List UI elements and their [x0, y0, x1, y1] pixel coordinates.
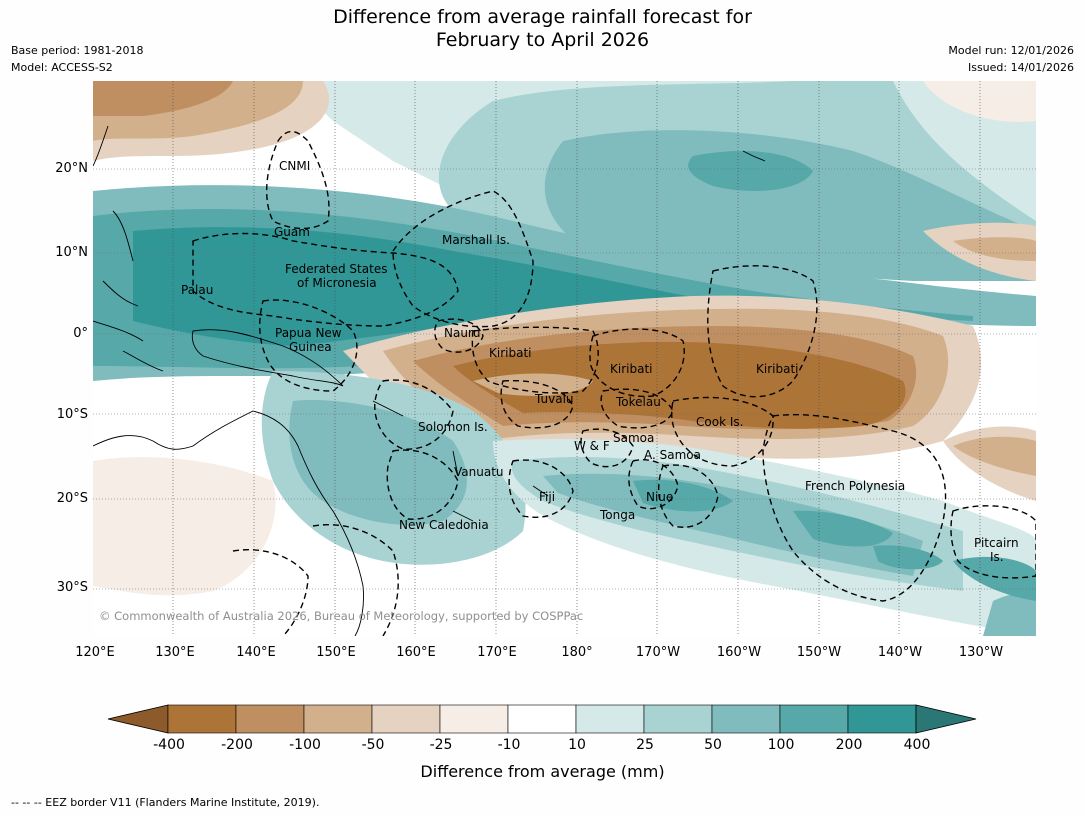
cbar-swatch-10 [847, 704, 917, 734]
title-line-2: February to April 2026 [435, 29, 650, 51]
label-kiribati-c: Kiribati [610, 362, 652, 376]
cbar-swatch-1 [235, 704, 305, 734]
title-line-1: Difference from average rainfall forecas… [333, 6, 752, 28]
cbar-swatch-5 [507, 704, 577, 734]
rainfall-map: CNMI Guam Marshall Is. Federated States … [93, 81, 1036, 636]
copyright-notice: © Commonwealth of Australia 2026, Bureau… [99, 609, 584, 623]
cbar-swatch-0 [167, 704, 237, 734]
lon-label-140w: 140°W [877, 645, 923, 660]
lat-label-10s: 10°S [56, 407, 88, 422]
label-new-caledonia: New Caledonia [399, 518, 489, 532]
label-png-1: Papua New [275, 326, 342, 340]
label-palau: Palau [181, 283, 213, 297]
lon-label-170e: 170°E [477, 645, 517, 660]
label-tokelau: Tokelau [615, 395, 661, 409]
cbar-tick-0: -400 [153, 737, 185, 753]
cbar-swatch-4 [439, 704, 509, 734]
label-samoa: Samoa [613, 431, 654, 445]
label-nauru: Nauru [444, 326, 480, 340]
cbar-extend-high [915, 704, 977, 734]
lon-label-140e: 140°E [236, 645, 276, 660]
base-period: Base period: 1981-2018 [11, 44, 144, 57]
cbar-swatch-2 [303, 704, 373, 734]
label-pitcairn-1: Pitcairn [974, 536, 1019, 550]
eez-borders [192, 130, 1036, 636]
cbar-tick-9: 100 [767, 737, 795, 753]
lon-label-150w: 150°W [796, 645, 842, 660]
lon-label-170w: 170°W [635, 645, 681, 660]
label-niue: Niue [646, 490, 673, 504]
anomaly-field [93, 81, 1036, 636]
cbar-swatch-3 [371, 704, 441, 734]
lat-label-10n: 10°N [55, 245, 88, 260]
lon-label-150e: 150°E [316, 645, 356, 660]
lon-label-160e: 160°E [396, 645, 436, 660]
label-fsm-2: of Micronesia [297, 276, 377, 290]
cbar-swatch-6 [575, 704, 645, 734]
label-french-polynesia: French Polynesia [805, 479, 905, 493]
map-svg: CNMI Guam Marshall Is. Federated States … [93, 81, 1036, 636]
label-cnmi: CNMI [279, 159, 310, 173]
label-fiji: Fiji [539, 490, 555, 504]
cbar-tick-1: -200 [221, 737, 253, 753]
cbar-tick-7: 25 [636, 737, 654, 753]
model-name: Model: ACCESS-S2 [11, 61, 113, 74]
issued-date: Issued: 14/01/2026 [967, 61, 1074, 74]
label-kiribati-w: Kiribati [489, 346, 531, 360]
meta-left: Base period: 1981-2018 Model: ACCESS-S2 [11, 42, 143, 76]
cbar-tick-3: -50 [361, 737, 385, 753]
lat-label-20n: 20°N [55, 161, 88, 176]
cbar-swatch-8 [711, 704, 781, 734]
meta-right: Model run: 12/01/2026 Issued: 14/01/2026 [948, 42, 1074, 76]
eez-footnote: -- -- -- EEZ border V11 (Flanders Marine… [11, 796, 320, 809]
cbar-extend-low [107, 704, 169, 734]
lon-label-160w: 160°W [716, 645, 762, 660]
cbar-tick-10: 200 [835, 737, 863, 753]
label-vanuatu: Vanuatu [454, 465, 504, 479]
chart-title: Difference from average rainfall forecas… [0, 6, 1085, 52]
label-marshall: Marshall Is. [442, 233, 510, 247]
label-wf: W & F [574, 439, 610, 453]
label-asamoa: A. Samoa [644, 448, 701, 462]
label-png-2: Guinea [289, 340, 332, 354]
region-labels: CNMI Guam Marshall Is. Federated States … [181, 159, 1019, 564]
lon-label-130e: 130°E [155, 645, 195, 660]
label-fsm-1: Federated States [285, 262, 387, 276]
cbar-tick-6: 10 [568, 737, 586, 753]
cbar-tick-2: -100 [289, 737, 321, 753]
label-solomon: Solomon Is. [418, 420, 488, 434]
cbar-swatch-7 [643, 704, 713, 734]
cbar-tick-11: 400 [903, 737, 931, 753]
label-guam: Guam [274, 225, 310, 239]
cbar-tick-4: -25 [429, 737, 453, 753]
lat-label-0: 0° [73, 326, 88, 341]
lat-label-30s: 30°S [56, 580, 88, 595]
lat-label-20s: 20°S [56, 491, 88, 506]
lon-label-180: 180° [561, 645, 593, 660]
label-tonga: Tonga [599, 508, 635, 522]
cbar-swatch-9 [779, 704, 849, 734]
label-pitcairn-2: Is. [990, 550, 1004, 564]
label-cook: Cook Is. [696, 415, 743, 429]
lon-label-130w: 130°W [958, 645, 1004, 660]
graticule [93, 81, 1036, 636]
coastlines [93, 125, 766, 636]
label-kiribati-e: Kiribati [756, 362, 798, 376]
lon-label-120e: 120°E [75, 645, 115, 660]
colorbar [107, 704, 977, 734]
colorbar-title: Difference from average (mm) [420, 762, 665, 781]
cbar-tick-5: -10 [497, 737, 521, 753]
model-run: Model run: 12/01/2026 [948, 44, 1074, 57]
cbar-tick-8: 50 [704, 737, 722, 753]
label-tuvalu: Tuvalu [534, 392, 574, 406]
